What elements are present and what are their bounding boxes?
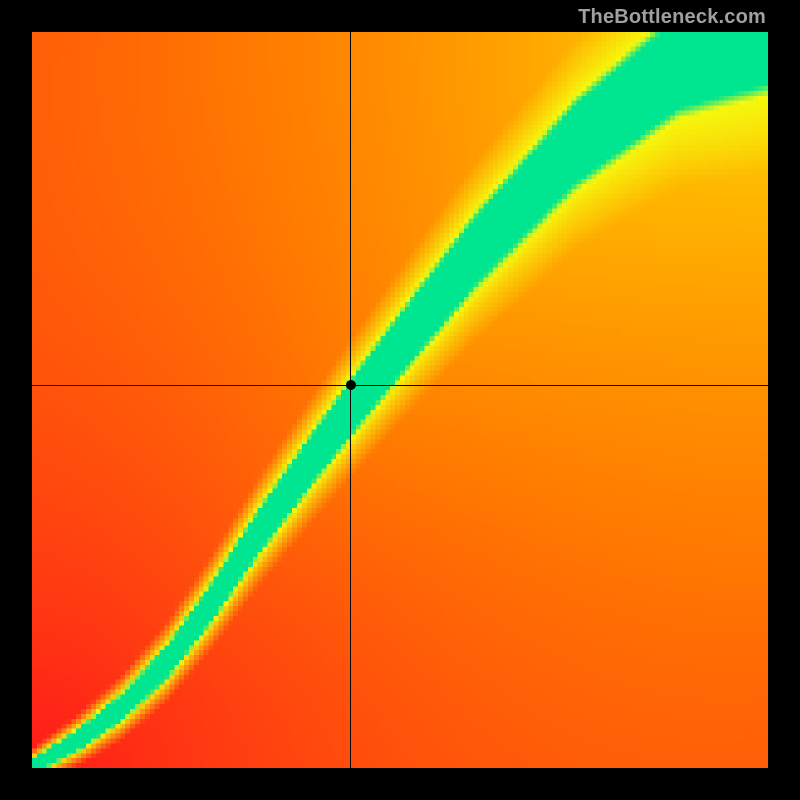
heatmap-canvas <box>32 32 768 768</box>
chart-container: TheBottleneck.com <box>0 0 800 800</box>
watermark-text: TheBottleneck.com <box>578 6 766 29</box>
crosshair-marker <box>346 380 356 390</box>
crosshair-vertical <box>350 32 351 768</box>
crosshair-horizontal <box>32 385 768 386</box>
